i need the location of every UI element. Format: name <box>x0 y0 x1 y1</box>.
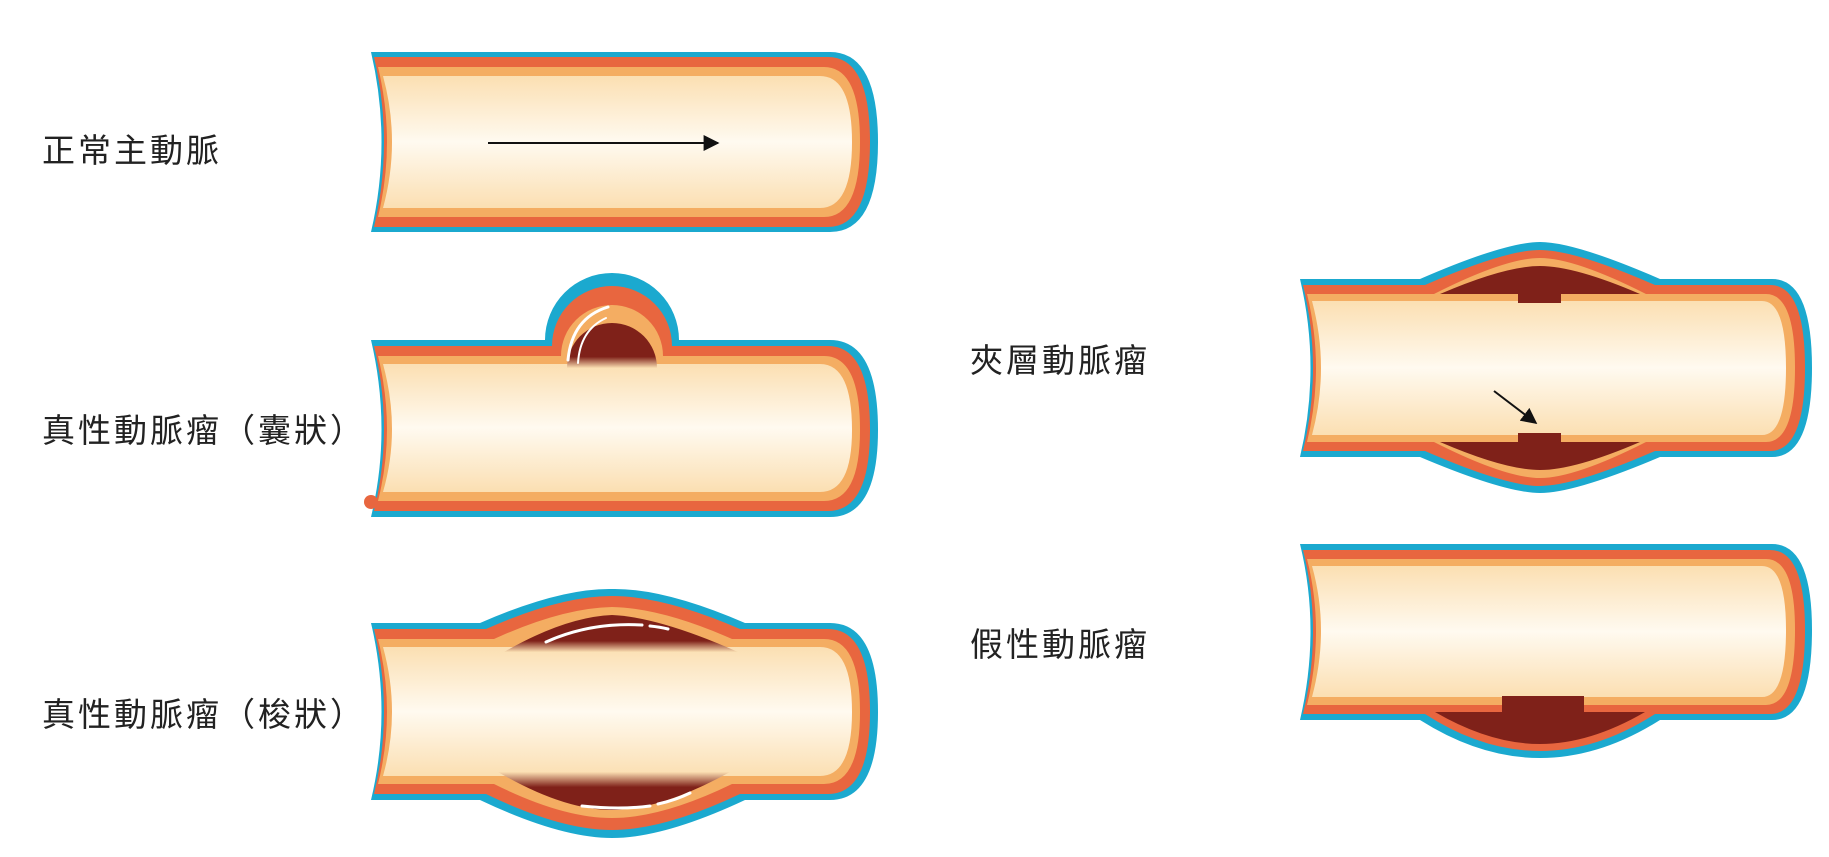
label-true-aneurysm-saccular: 真性動脈瘤（囊狀） <box>42 411 366 450</box>
intimal-tear-top <box>1518 288 1561 303</box>
fusiform-highlight-top <box>544 623 644 644</box>
sac-highlight <box>566 305 610 362</box>
normal-aorta-vessel <box>371 52 878 232</box>
fusiform-thrombus-bottom <box>498 772 730 810</box>
saccular-aneurysm-vessel <box>364 273 878 517</box>
false-lumen-bottom <box>1440 442 1640 470</box>
fusiform-aneurysm-vessel <box>371 588 878 838</box>
label-dissecting-aneurysm: 夾層動脈瘤 <box>970 341 1150 380</box>
label-normal-aorta: 正常主動脈 <box>42 131 222 170</box>
label-true-aneurysm-fusiform: 真性動脈瘤（梭狀） <box>42 695 366 734</box>
label-pseudo-aneurysm: 假性動脈瘤 <box>970 625 1150 664</box>
wall-rupture <box>1502 696 1584 718</box>
dissecting-aneurysm-vessel <box>1300 242 1812 493</box>
fusiform-thrombus-top <box>504 615 738 652</box>
entry-arrow <box>1493 390 1538 424</box>
pseudo-aneurysm-vessel <box>1300 544 1812 758</box>
intimal-tear-bottom <box>1518 433 1561 448</box>
fusiform-highlight-bottom <box>580 804 652 810</box>
saccular-thrombus <box>567 323 657 368</box>
false-lumen-top <box>1440 266 1640 294</box>
pseudo-aneurysm-sac <box>1435 712 1645 744</box>
